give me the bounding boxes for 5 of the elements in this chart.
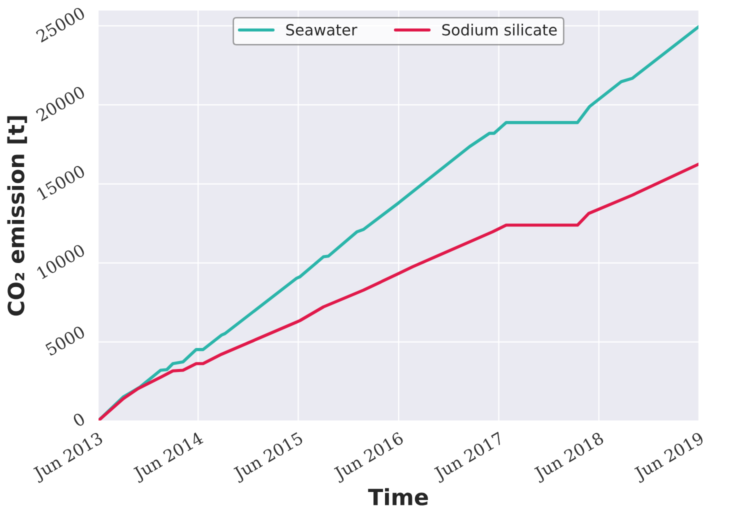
y-tick-label: 0 <box>72 412 86 428</box>
legend-label: Seawater <box>286 24 358 36</box>
x-axis-title: Time <box>368 488 428 506</box>
y-axis-title: CO₂ emission [t] <box>7 116 28 316</box>
legend-label: Sodium silicate <box>442 24 557 36</box>
